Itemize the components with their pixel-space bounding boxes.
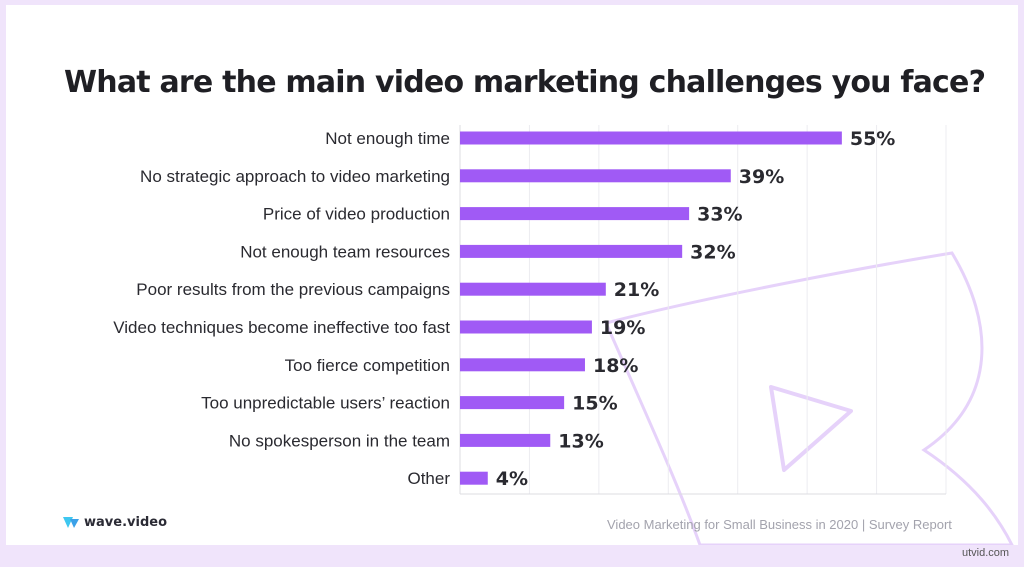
play-icon	[769, 385, 853, 472]
brand-logo[interactable]: wave.video	[62, 514, 167, 530]
value-label: 4%	[496, 468, 528, 490]
value-label: 19%	[600, 317, 645, 339]
value-label: 13%	[558, 430, 603, 452]
value-label: 39%	[739, 166, 784, 188]
category-label: Too fierce competition	[285, 356, 450, 375]
value-label: 32%	[690, 241, 735, 263]
category-label: Other	[407, 469, 450, 488]
category-label: Video techniques become ineffective too …	[113, 318, 450, 337]
bar	[460, 320, 592, 334]
category-label: Price of video production	[263, 205, 450, 224]
bar	[460, 131, 842, 145]
watermark: utvid.com	[962, 547, 1010, 559]
bar	[460, 244, 683, 258]
logo-text: wave.video	[84, 514, 167, 530]
category-label: Not enough time	[325, 129, 450, 148]
category-label: Too unpredictable users’ reaction	[201, 394, 450, 413]
value-label: 33%	[697, 204, 742, 226]
wave-logo-icon	[63, 517, 79, 528]
category-label: Not enough team resources	[240, 242, 450, 261]
bar	[460, 396, 565, 410]
bar	[460, 207, 690, 221]
bar	[460, 358, 585, 372]
bar	[460, 433, 551, 447]
category-label: No strategic approach to video marketing	[140, 167, 450, 186]
value-label: 15%	[572, 393, 617, 415]
source-caption: Video Marketing for Small Business in 20…	[607, 517, 952, 532]
category-label: No spokesperson in the team	[229, 431, 450, 450]
category-label: Poor results from the previous campaigns	[136, 280, 450, 299]
value-label: 18%	[593, 355, 638, 377]
chart-title: What are the main video marketing challe…	[64, 65, 986, 100]
value-label: 55%	[850, 128, 895, 150]
value-label: 21%	[614, 279, 659, 301]
chart-card: What are the main video marketing challe…	[6, 5, 1018, 545]
bar-chart: Not enough time 55% No strategic approach …	[113, 125, 947, 495]
decorative-play-shape	[603, 251, 1014, 545]
bar	[460, 471, 488, 485]
bar	[460, 169, 731, 183]
bar	[460, 282, 606, 296]
